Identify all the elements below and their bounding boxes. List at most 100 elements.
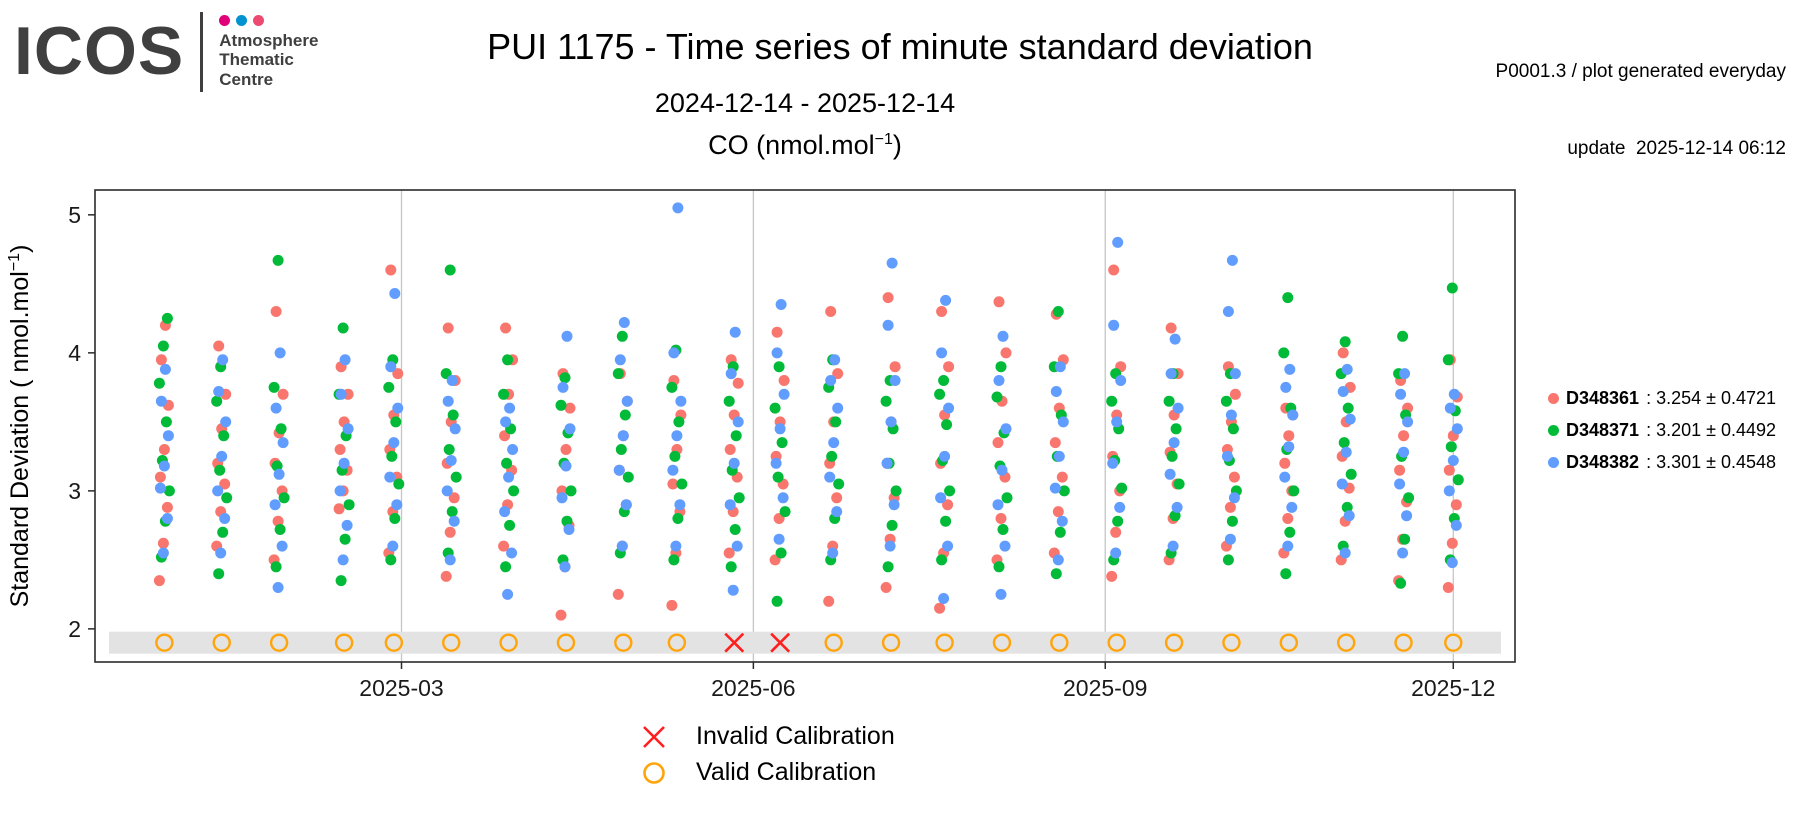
valid-calibration-circle-icon	[643, 761, 665, 784]
data-point	[999, 540, 1011, 552]
data-point	[392, 368, 404, 380]
data-point	[388, 437, 400, 449]
data-point	[617, 430, 629, 442]
data-point	[769, 402, 781, 414]
data-point	[668, 554, 680, 566]
data-point	[673, 416, 685, 428]
data-point	[671, 430, 683, 442]
data-point	[825, 375, 837, 386]
data-point	[160, 416, 172, 428]
data-point	[561, 515, 573, 527]
data-point	[334, 485, 346, 497]
data-point	[727, 584, 739, 596]
data-point	[1228, 471, 1240, 483]
data-point	[997, 524, 1009, 535]
data-point	[1448, 388, 1460, 400]
data-point	[1167, 540, 1179, 552]
data-point	[213, 340, 225, 352]
data-point	[1165, 322, 1177, 334]
data-point	[153, 377, 165, 389]
x-tick-label: 2025-12	[1411, 675, 1495, 701]
data-point	[1340, 446, 1352, 458]
series-legend-item: D348382: 3.301 ± 0.4548	[1548, 452, 1776, 473]
data-point	[995, 361, 1007, 373]
data-point	[1110, 526, 1122, 538]
data-point	[889, 361, 901, 373]
data-point	[885, 416, 897, 428]
data-point	[387, 540, 399, 552]
data-point	[214, 464, 226, 476]
data-point	[886, 519, 898, 531]
data-point	[616, 330, 628, 342]
valid-calibration-marker	[614, 633, 633, 652]
series-legend-item: D348361: 3.254 ± 0.4721	[1548, 388, 1776, 409]
data-point	[1341, 363, 1353, 375]
data-point	[216, 450, 228, 462]
valid-calibration-marker	[992, 633, 1012, 652]
data-point	[667, 478, 679, 490]
data-point	[936, 306, 948, 317]
data-point	[159, 363, 171, 375]
data-point	[1442, 582, 1454, 593]
data-point	[335, 575, 347, 587]
data-point	[441, 485, 453, 497]
data-point	[938, 375, 950, 386]
logo-org-block: Atmosphere Thematic Centre	[219, 14, 318, 90]
series-legend-item: D348371: 3.201 ± 0.4492	[1548, 420, 1776, 441]
data-point	[676, 478, 688, 490]
data-point	[995, 513, 1007, 524]
data-point	[499, 506, 511, 518]
page-title: PUI 1175 - Time series of minute standar…	[487, 26, 1313, 67]
data-point	[1278, 347, 1290, 359]
data-point	[385, 264, 397, 276]
data-point	[944, 485, 956, 497]
data-point	[826, 450, 838, 462]
data-point	[1229, 368, 1241, 380]
data-point	[278, 492, 290, 504]
logo-dot-magenta-icon	[219, 14, 231, 26]
data-point	[389, 288, 401, 299]
data-point	[442, 395, 454, 407]
data-point	[1228, 492, 1240, 504]
valid-calibration-marker	[1222, 633, 1241, 652]
data-point	[615, 444, 627, 455]
logo-dot-pink-icon	[253, 14, 265, 26]
data-point	[389, 513, 401, 524]
data-point	[991, 391, 1003, 403]
x-tick-label: 2025-06	[711, 675, 795, 701]
data-point	[771, 595, 783, 607]
data-point	[500, 561, 512, 573]
data-point	[217, 526, 229, 538]
valid-calibration-marker	[1279, 633, 1299, 652]
data-point	[997, 330, 1009, 342]
data-point	[1222, 306, 1234, 317]
data-point	[333, 503, 345, 515]
data-point	[993, 561, 1005, 573]
meta-line-update: update 2025-12-14 06:12	[1567, 138, 1786, 160]
data-point	[341, 519, 353, 531]
data-point	[830, 416, 842, 428]
data-point	[556, 492, 568, 504]
data-point	[161, 501, 173, 513]
org-line-centre: Centre	[219, 69, 274, 89]
data-point	[1442, 354, 1454, 366]
data-point	[153, 575, 165, 587]
data-point	[890, 485, 902, 497]
data-point	[339, 354, 351, 366]
data-point	[555, 399, 567, 411]
data-point	[1000, 347, 1012, 359]
data-point	[271, 460, 283, 472]
data-point	[390, 416, 402, 428]
data-point	[161, 513, 173, 524]
data-point	[270, 306, 282, 317]
data-point	[1397, 330, 1409, 342]
data-point	[392, 402, 404, 414]
data-point	[1282, 292, 1294, 304]
data-point	[882, 292, 894, 304]
data-point	[619, 409, 631, 421]
data-point	[1224, 533, 1236, 545]
data-point	[618, 317, 630, 328]
data-point	[1172, 402, 1184, 414]
calibration-legend: Invalid Calibration Valid Calibration	[100, 722, 1520, 787]
data-point	[385, 554, 397, 566]
